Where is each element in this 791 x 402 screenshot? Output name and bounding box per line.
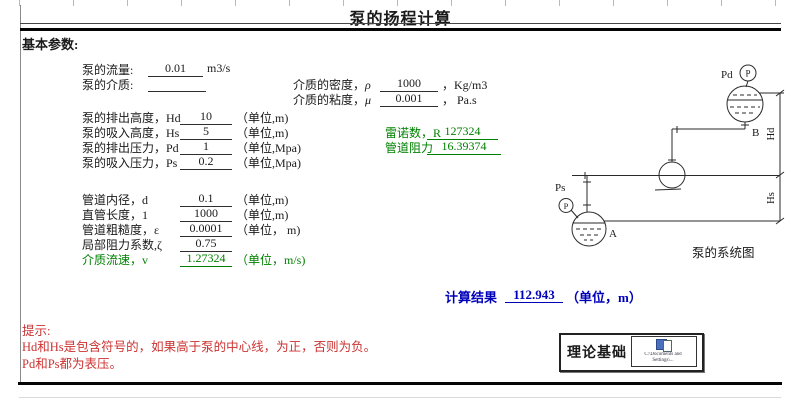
roughness-value-field[interactable]: 0.0001: [180, 221, 232, 237]
local-resistance-label: 局部阻力系数,ζ: [82, 238, 162, 252]
flow-unit: m3/s: [207, 61, 231, 75]
grid-hairline-bottom: [19, 397, 781, 398]
diagram-caption: 泵的系统图: [692, 245, 755, 260]
result-unit: （单位，m）: [566, 290, 642, 305]
param-row-suction-height: 泵的吸入高度，Hs 5 （单位,m): [0, 124, 791, 140]
roughness-label: 管道粗糙度，ε: [82, 223, 160, 237]
reynolds-label: 雷诺数，R: [385, 126, 442, 140]
pipe-diameter-label: 管道内径，d: [82, 193, 149, 207]
pipe-diameter-value-field[interactable]: 0.1: [180, 191, 232, 207]
doc-icon-page: [663, 340, 672, 352]
param-row-viscosity: 介质的粘度，μ 0.001 ， Pa.s: [0, 91, 791, 107]
param-row-flow: 泵的流量: 0.01 m3/s: [0, 61, 791, 77]
viscosity-label: 介质的粘度，μ: [293, 91, 371, 108]
reynolds-value[interactable]: 127324: [427, 124, 498, 140]
caption-line-2: Settings\...: [652, 358, 674, 363]
param-row-discharge-height: 泵的排出高度，Hd 10 （单位,m): [0, 109, 791, 125]
result-label: 计算结果: [445, 290, 498, 305]
note-heading: 提示:: [22, 324, 51, 338]
param-row-velocity: 介质流速，v 1.27324 （单位，m/s): [0, 251, 791, 267]
pipe-diameter-unit: （单位,m): [236, 193, 289, 207]
param-row-pipe-diameter: 管道内径，d 0.1 （单位,m): [0, 191, 791, 207]
density-unit: ，Kg/m3: [442, 78, 488, 92]
embedded-object-caption: C:\Documents and Settings\...: [633, 352, 693, 364]
derived-row-pipe-resistance: 管道阻力 16.39374: [0, 139, 791, 155]
medium-label: 泵的介质:: [82, 78, 134, 92]
suction-height-value-field[interactable]: 5: [180, 124, 232, 140]
suction-height-unit: （单位,m): [236, 126, 289, 140]
pump-system-diagram: Pd P Ps P B A Hd Hs 泵的系统图: [555, 64, 785, 260]
tank-a-circle: [571, 211, 607, 247]
local-resistance-value-field[interactable]: 0.75: [180, 236, 232, 252]
flow-value-field[interactable]: 0.01: [148, 61, 203, 77]
density-label: 介质的密度，ρ: [293, 76, 371, 93]
suction-pressure-value-field[interactable]: 0.2: [180, 154, 232, 170]
note-line-1: Hd和Hs是包含符号的，如果高于泵的中心线，为正，否则为负。: [22, 340, 377, 354]
tank-a-label: A: [609, 228, 617, 240]
gauge-ps-circle: [558, 198, 574, 213]
pd-label: Pd: [721, 69, 733, 81]
gauge-p-letter-a: P: [564, 201, 569, 211]
tank-b-label: B: [752, 127, 759, 139]
tank-b-circle: [726, 85, 764, 123]
pipe-length-label: 直管长度，1: [82, 208, 149, 222]
pipe-resistance-value[interactable]: 16.39374: [427, 139, 501, 155]
section-heading: 基本参数:: [22, 37, 79, 52]
medium-value-field[interactable]: [148, 76, 206, 92]
gauge-p-letter-b: P: [745, 69, 750, 79]
param-row-pipe-length: 直管长度，1 1000 （单位,m): [0, 206, 791, 222]
velocity-unit: （单位，m/s): [236, 253, 306, 267]
embedded-doc-icon: [656, 339, 672, 352]
header-rule: [20, 28, 781, 31]
discharge-pressure-label: 泵的排出压力，Pd: [82, 141, 179, 155]
velocity-label: 介质流速，v: [82, 253, 149, 267]
grid-ticks-bottom: [19, 0, 781, 6]
discharge-height-label: 泵的排出高度，Hd: [82, 111, 181, 125]
suction-pressure-unit: （单位,Mpa): [236, 156, 301, 170]
param-row-roughness: 管道粗糙度，ε 0.0001 （单位， m): [0, 221, 791, 237]
discharge-height-unit: （单位,m): [236, 111, 289, 125]
page-title: 泵的扬程计算: [349, 11, 452, 28]
ps-label: Ps: [555, 182, 565, 194]
pipe-length-unit: （单位,m): [236, 208, 289, 222]
theory-basis-label: 理论基础: [567, 346, 627, 361]
density-label-text: 介质的密度，: [293, 78, 366, 92]
suction-pressure-label: 泵的吸入压力，Ps: [82, 156, 178, 170]
left-border-line: [20, 5, 21, 383]
theory-basis-button[interactable]: 理论基础 C:\Documents and Settings\...: [559, 333, 704, 372]
roughness-unit: （单位， m): [236, 223, 301, 237]
viscosity-unit: ， Pa.s: [442, 93, 477, 107]
param-row-suction-pressure: 泵的吸入压力，Ps 0.2 （单位,Mpa): [0, 154, 791, 170]
footer-rule: [18, 382, 782, 385]
velocity-value[interactable]: 1.27324: [180, 251, 232, 267]
discharge-pressure-unit: （单位,Mpa): [236, 141, 301, 155]
caption-line-1: C:\Documents and: [644, 352, 682, 357]
param-row-medium: 泵的介质: 介质的密度，ρ 1000 ，Kg/m3: [0, 76, 791, 92]
suction-height-label: 泵的吸入高度，Hs: [82, 126, 180, 140]
viscosity-label-text: 介质的粘度，: [293, 93, 366, 107]
param-row-local-resistance: 局部阻力系数,ζ 0.75: [0, 236, 791, 252]
discharge-height-value-field[interactable]: 10: [180, 109, 232, 125]
note-line-2: Pd和Ps都为表压。: [22, 357, 123, 371]
title-underline: [20, 23, 781, 24]
pipe-length-value-field[interactable]: 1000: [180, 206, 232, 222]
rho-symbol: ρ: [365, 78, 371, 92]
param-row-discharge-pressure: 泵的排出压力，Pd 1 （单位,Mpa): [0, 139, 791, 155]
discharge-pressure-value-field[interactable]: 1: [180, 139, 232, 155]
derived-row-reynolds: 雷诺数，R 127324: [0, 124, 791, 140]
mu-symbol: μ: [365, 93, 372, 107]
viscosity-value-field[interactable]: 0.001: [380, 91, 438, 107]
hs-dimension-label: Hs: [766, 192, 777, 204]
result-value[interactable]: 112.943: [505, 287, 563, 303]
embedded-object-frame[interactable]: C:\Documents and Settings\...: [631, 336, 697, 367]
flow-label: 泵的流量:: [82, 63, 134, 77]
pipe-resistance-label: 管道阻力: [385, 141, 434, 155]
hd-dimension-label: Hd: [766, 127, 777, 141]
density-value-field[interactable]: 1000: [380, 76, 438, 92]
